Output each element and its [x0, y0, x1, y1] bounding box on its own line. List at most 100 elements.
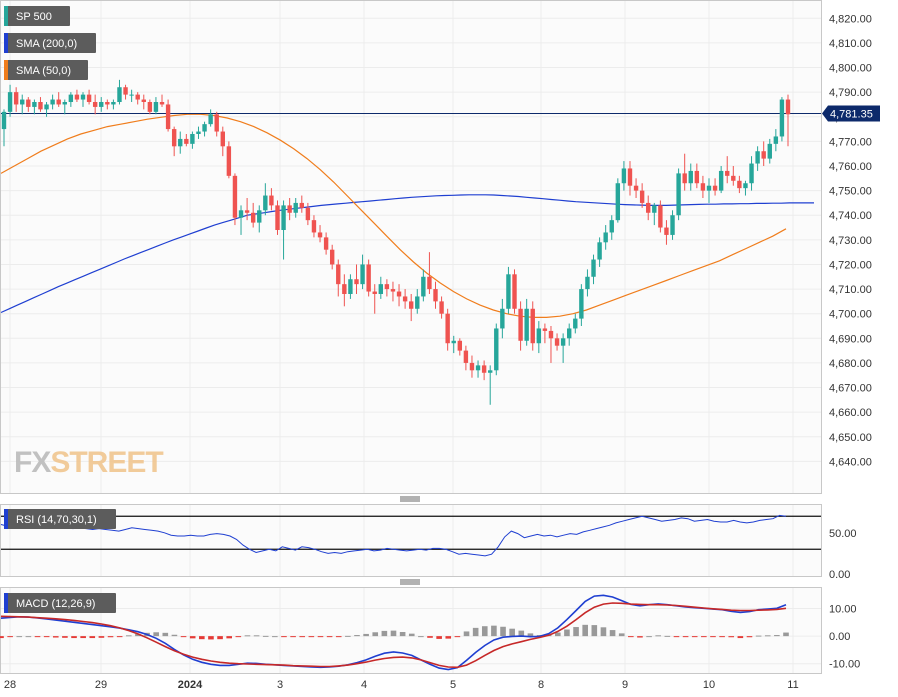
macd-hist-bar — [299, 636, 306, 638]
candle-body — [165, 104, 171, 130]
macd-hist-bar — [591, 625, 598, 637]
candle — [56, 92, 61, 107]
candle-body — [627, 168, 633, 186]
candle — [427, 252, 432, 294]
candle-body — [664, 227, 669, 235]
candle — [269, 188, 274, 211]
candle — [445, 308, 450, 351]
candle-body — [232, 175, 238, 218]
macd-panel-resize-handle[interactable] — [400, 579, 420, 585]
price-tick-label: 4,680.00 — [829, 358, 872, 370]
candle-body — [743, 183, 748, 189]
candle-body — [615, 183, 621, 221]
candle — [500, 298, 505, 339]
legend-item-main[interactable]: SMA (200,0) — [4, 33, 96, 53]
candle — [244, 198, 250, 221]
candle — [232, 173, 238, 226]
main-legend: SP 500 SMA (200,0) SMA (50,0) — [4, 6, 96, 80]
candle-body — [512, 274, 517, 309]
candle — [171, 126, 177, 157]
macd-tick-label: 10.00 — [829, 604, 857, 616]
macd-hist-bar — [418, 636, 424, 638]
candle-body — [178, 138, 183, 147]
candle — [293, 198, 298, 218]
candle-body — [257, 210, 262, 223]
macd-hist-bar — [774, 635, 780, 637]
macd-hist-bar — [363, 633, 369, 637]
legend-box — [4, 6, 70, 26]
legend-item-rsi[interactable]: RSI (14,70,30,1) — [4, 509, 116, 529]
candle — [74, 89, 80, 102]
candle-body — [670, 215, 675, 235]
candle — [202, 121, 207, 137]
macd-hist-bar — [308, 636, 315, 638]
candle-body — [603, 232, 608, 243]
candle — [488, 365, 493, 405]
candle-body — [202, 124, 207, 132]
candle — [767, 138, 772, 164]
candle-body — [311, 220, 317, 233]
macd-hist-bar — [719, 636, 725, 638]
candle — [250, 202, 256, 228]
candle — [615, 178, 621, 223]
candle-body — [360, 264, 365, 285]
macd-hist-bar — [25, 636, 32, 638]
time-tick-label: 11 — [787, 679, 798, 691]
candle-body — [761, 151, 766, 159]
candle-body — [621, 168, 627, 184]
candle-body — [463, 350, 469, 363]
candle — [779, 97, 785, 142]
time-tick-label: 4 — [361, 679, 367, 691]
candle — [287, 198, 292, 221]
candle — [378, 276, 384, 299]
candle — [700, 175, 706, 198]
macd-hist-bar — [80, 636, 86, 639]
macd-panel-frame — [0, 587, 822, 674]
candle-body — [99, 102, 104, 107]
candle-body — [530, 308, 535, 344]
macd-hist-bar — [436, 636, 442, 639]
price-tick-label: 4,690.00 — [829, 333, 872, 345]
candle-body — [688, 170, 693, 184]
macd-hist-bar — [262, 635, 269, 637]
candle-body — [56, 99, 61, 105]
candle — [433, 281, 438, 309]
rsi-panel-resize-handle[interactable] — [400, 496, 420, 502]
candle — [257, 205, 262, 233]
macd-hist-bar — [509, 628, 515, 637]
candle-body — [737, 180, 742, 189]
candle-body — [190, 134, 195, 144]
macd-hist-bar — [691, 636, 698, 638]
macd-hist-bar — [372, 632, 379, 637]
macd-hist-bar — [582, 624, 588, 637]
candle-body — [591, 259, 596, 277]
legend-swatch — [4, 6, 8, 26]
candle — [366, 259, 371, 297]
time-tick-label: 9 — [622, 679, 628, 691]
macd-hist-bar — [664, 635, 671, 637]
candle — [597, 237, 602, 267]
macd-hist-bar — [125, 635, 132, 637]
candle-body — [323, 237, 329, 250]
candle — [567, 323, 572, 346]
legend-item-main[interactable]: SMA (50,0) — [4, 60, 88, 80]
candle-body — [597, 242, 602, 260]
legend-swatch — [4, 509, 8, 529]
candle-body — [366, 264, 371, 292]
rsi-tick-label: 0.00 — [829, 569, 850, 581]
macd-hist-bar — [399, 632, 406, 637]
legend-item-main[interactable]: SP 500 — [4, 6, 70, 26]
price-tick-label: 4,710.00 — [829, 284, 872, 296]
main-plot — [0, 79, 821, 405]
candle-body — [1, 111, 7, 130]
candle-body — [184, 138, 189, 144]
macd-hist-bar — [381, 630, 388, 637]
candle — [718, 166, 724, 194]
candle-body — [609, 220, 614, 233]
legend-item-macd[interactable]: MACD (12,26,9) — [4, 593, 116, 613]
candle — [135, 92, 140, 105]
candle-body — [488, 370, 493, 373]
candle-body — [171, 129, 177, 147]
candle — [105, 99, 110, 110]
